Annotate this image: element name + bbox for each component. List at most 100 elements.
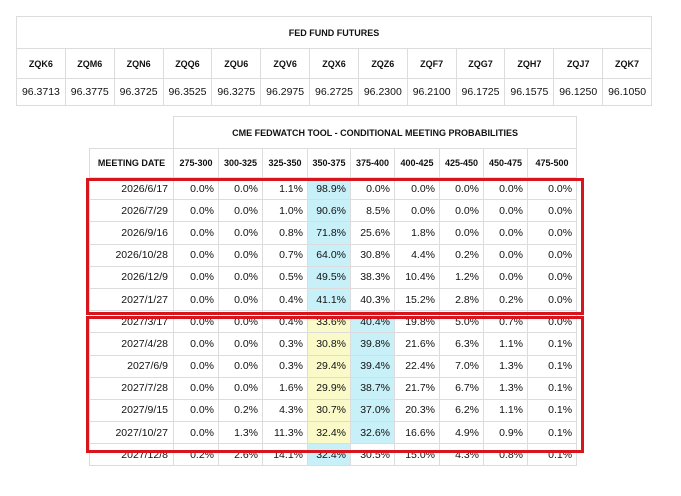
meeting-date: 2026/9/16 <box>89 221 174 245</box>
probability-cell: 0.0% <box>483 176 528 201</box>
probability-cell: 20.3% <box>394 398 440 423</box>
probability-cell: 0.0% <box>218 221 263 245</box>
meeting-row: 2026/10/28 0.0% 0.0% 0.7% 64.0% 30.8% 4.4% 0.2%… <box>89 243 578 267</box>
probability-cell: 21.6% <box>394 332 440 356</box>
futures-value: 96.3725 <box>113 78 164 106</box>
futures-value: 96.2100 <box>406 78 457 106</box>
probability-cell: 29.9% <box>307 376 351 400</box>
futures-value: 96.3713 <box>16 78 66 106</box>
probability-cell: 0.0% <box>218 176 263 201</box>
meeting-date: 2027/3/17 <box>89 310 174 334</box>
probability-cell: 39.4% <box>350 354 395 378</box>
probability-cell: 0.0% <box>439 176 484 201</box>
probability-cell: 40.3% <box>350 287 395 312</box>
meeting-date: 2026/10/28 <box>89 243 174 267</box>
meeting-row: 2027/3/17 0.0% 0.0% 0.4% 33.6% 40.4% 19.8% 5.0%… <box>89 310 578 334</box>
futures-value: 96.3275 <box>211 78 262 106</box>
probability-cell: 0.2% <box>218 398 263 423</box>
title-spacer <box>89 116 174 149</box>
probability-cell: 0.0% <box>483 199 528 223</box>
meeting-row: 2026/9/16 0.0% 0.0% 0.8% 71.8% 25.6% 1.8% 0.0% 0… <box>89 221 578 245</box>
probability-cell: 15.2% <box>394 287 440 312</box>
probability-cell: 0.0% <box>350 176 395 201</box>
probability-cell: 0.1% <box>526 421 578 445</box>
probability-cell: 0.0% <box>173 243 219 267</box>
probability-cell: 0.0% <box>173 221 219 245</box>
futures-title-row: FED FUND FUTURES <box>16 16 652 49</box>
meeting-row: 2027/12/8 0.2% 2.6% 14.1% 32.4% 30.5% 15.0% 4.3… <box>89 443 578 467</box>
meeting-row: 2026/12/9 0.0% 0.0% 0.5% 49.5% 38.3% 10.4% 1.2%… <box>89 265 578 289</box>
probability-cell: 33.6% <box>307 310 351 334</box>
probability-cell: 0.4% <box>262 310 308 334</box>
probability-cell: 15.0% <box>394 443 440 467</box>
futures-code: ZQF7 <box>406 48 457 79</box>
probability-cell: 19.8% <box>394 310 440 334</box>
probability-cell: 29.4% <box>307 354 351 378</box>
probability-cell: 1.3% <box>483 376 528 400</box>
probabilities-title: CME FEDWATCH TOOL - CONDITIONAL MEETING … <box>172 116 578 149</box>
futures-value: 96.3775 <box>64 78 115 106</box>
probability-cell: 0.0% <box>218 265 263 289</box>
meeting-date: 2026/12/9 <box>89 265 174 289</box>
probability-cell: 0.0% <box>218 310 263 334</box>
futures-code: ZQJ7 <box>553 48 604 79</box>
probability-cell: 21.7% <box>394 376 440 400</box>
probability-cell: 32.6% <box>350 421 395 445</box>
futures-code: ZQV6 <box>260 48 311 79</box>
probability-cell: 0.0% <box>173 354 219 378</box>
probability-cell: 0.0% <box>439 199 484 223</box>
probability-cell: 0.3% <box>262 332 308 356</box>
probability-cell: 0.0% <box>218 376 263 400</box>
probability-cell: 0.0% <box>483 221 528 245</box>
meeting-date: 2026/7/29 <box>89 199 174 223</box>
futures-code: ZQG7 <box>455 48 506 79</box>
probabilities-title-row: CME FEDWATCH TOOL - CONDITIONAL MEETING … <box>89 116 578 149</box>
probability-cell: 2.6% <box>218 443 263 467</box>
fed-fund-futures-table: FED FUND FUTURES ZQK6 ZQM6 ZQN6 ZQQ6 ZQU… <box>16 16 652 106</box>
probability-cell: 14.1% <box>262 443 308 467</box>
futures-code: ZQU6 <box>211 48 262 79</box>
probability-cell: 1.1% <box>483 332 528 356</box>
probability-cell: 0.4% <box>262 287 308 312</box>
probability-cell: 64.0% <box>307 243 351 267</box>
futures-code: ZQX6 <box>309 48 359 79</box>
probability-cell: 0.1% <box>526 443 578 467</box>
futures-value: 96.2725 <box>309 78 359 106</box>
probability-cell: 38.3% <box>350 265 395 289</box>
probability-cell: 0.2% <box>483 287 528 312</box>
probability-cell: 6.2% <box>439 398 484 423</box>
probability-cell: 37.0% <box>350 398 395 423</box>
meeting-date: 2027/9/15 <box>89 398 174 423</box>
probability-cell: 0.1% <box>526 376 578 400</box>
probability-cell: 6.3% <box>439 332 484 356</box>
meeting-date: 2026/6/17 <box>89 176 174 201</box>
probability-cell: 40.4% <box>350 310 395 334</box>
meeting-date-header: MEETING DATE <box>89 148 174 178</box>
futures-value: 96.1725 <box>455 78 506 106</box>
meeting-row: 2026/7/29 0.0% 0.0% 1.0% 90.6% 8.5% 0.0% 0.0% 0.… <box>89 199 578 223</box>
probability-cell: 39.8% <box>350 332 395 356</box>
probability-cell: 1.0% <box>262 199 308 223</box>
probability-cell: 0.1% <box>526 332 578 356</box>
meeting-row: 2027/9/15 0.0% 0.2% 4.3% 30.7% 37.0% 20.3% 6.2%… <box>89 398 578 423</box>
probability-cell: 30.8% <box>350 243 395 267</box>
rate-range-header: 475-500 <box>526 148 578 178</box>
futures-value: 96.1050 <box>602 78 652 106</box>
probability-cell: 0.0% <box>526 221 578 245</box>
probability-cell: 0.0% <box>483 243 528 267</box>
probability-cell: 4.3% <box>262 398 308 423</box>
futures-code: ZQK6 <box>16 48 66 79</box>
meeting-row: 2027/1/27 0.0% 0.0% 0.4% 41.1% 40.3% 15.2% 2.8%… <box>89 287 578 312</box>
rate-range-header: 375-400 <box>350 148 395 178</box>
probability-cell: 0.7% <box>483 310 528 334</box>
probability-cell: 0.0% <box>218 243 263 267</box>
meeting-row: 2026/6/17 0.0% 0.0% 1.1% 98.9% 0.0% 0.0% 0.0% 0.… <box>89 176 578 201</box>
probability-cell: 1.8% <box>394 221 440 245</box>
futures-code: ZQN6 <box>113 48 164 79</box>
probability-cell: 0.0% <box>526 243 578 267</box>
meeting-row: 2027/4/28 0.0% 0.0% 0.3% 30.8% 39.8% 21.6% 6.3%… <box>89 332 578 356</box>
probability-cell: 0.0% <box>173 398 219 423</box>
meeting-date: 2027/12/8 <box>89 443 174 467</box>
rate-range-header: 300-325 <box>218 148 263 178</box>
probability-cell: 0.0% <box>173 310 219 334</box>
